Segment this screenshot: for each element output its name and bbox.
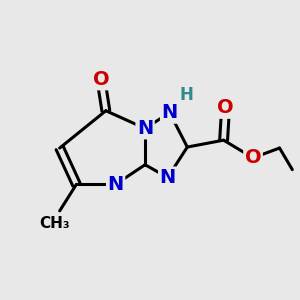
Text: N: N [161, 103, 178, 122]
Text: CH₃: CH₃ [40, 216, 70, 231]
Text: H: H [179, 86, 193, 104]
Text: N: N [137, 119, 153, 138]
Text: N: N [160, 168, 176, 187]
Text: O: O [93, 70, 109, 89]
Text: O: O [217, 98, 234, 117]
Text: O: O [245, 148, 261, 167]
Text: N: N [107, 175, 124, 194]
